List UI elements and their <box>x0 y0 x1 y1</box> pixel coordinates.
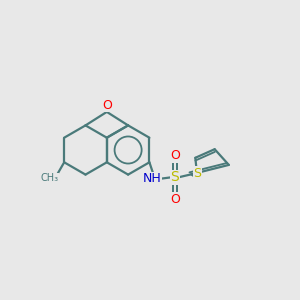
Text: O: O <box>170 193 180 206</box>
Text: S: S <box>194 167 202 180</box>
Text: O: O <box>102 99 112 112</box>
Text: CH₃: CH₃ <box>40 173 58 183</box>
Text: NH: NH <box>143 172 162 185</box>
Text: O: O <box>170 149 180 162</box>
Text: S: S <box>170 170 179 184</box>
